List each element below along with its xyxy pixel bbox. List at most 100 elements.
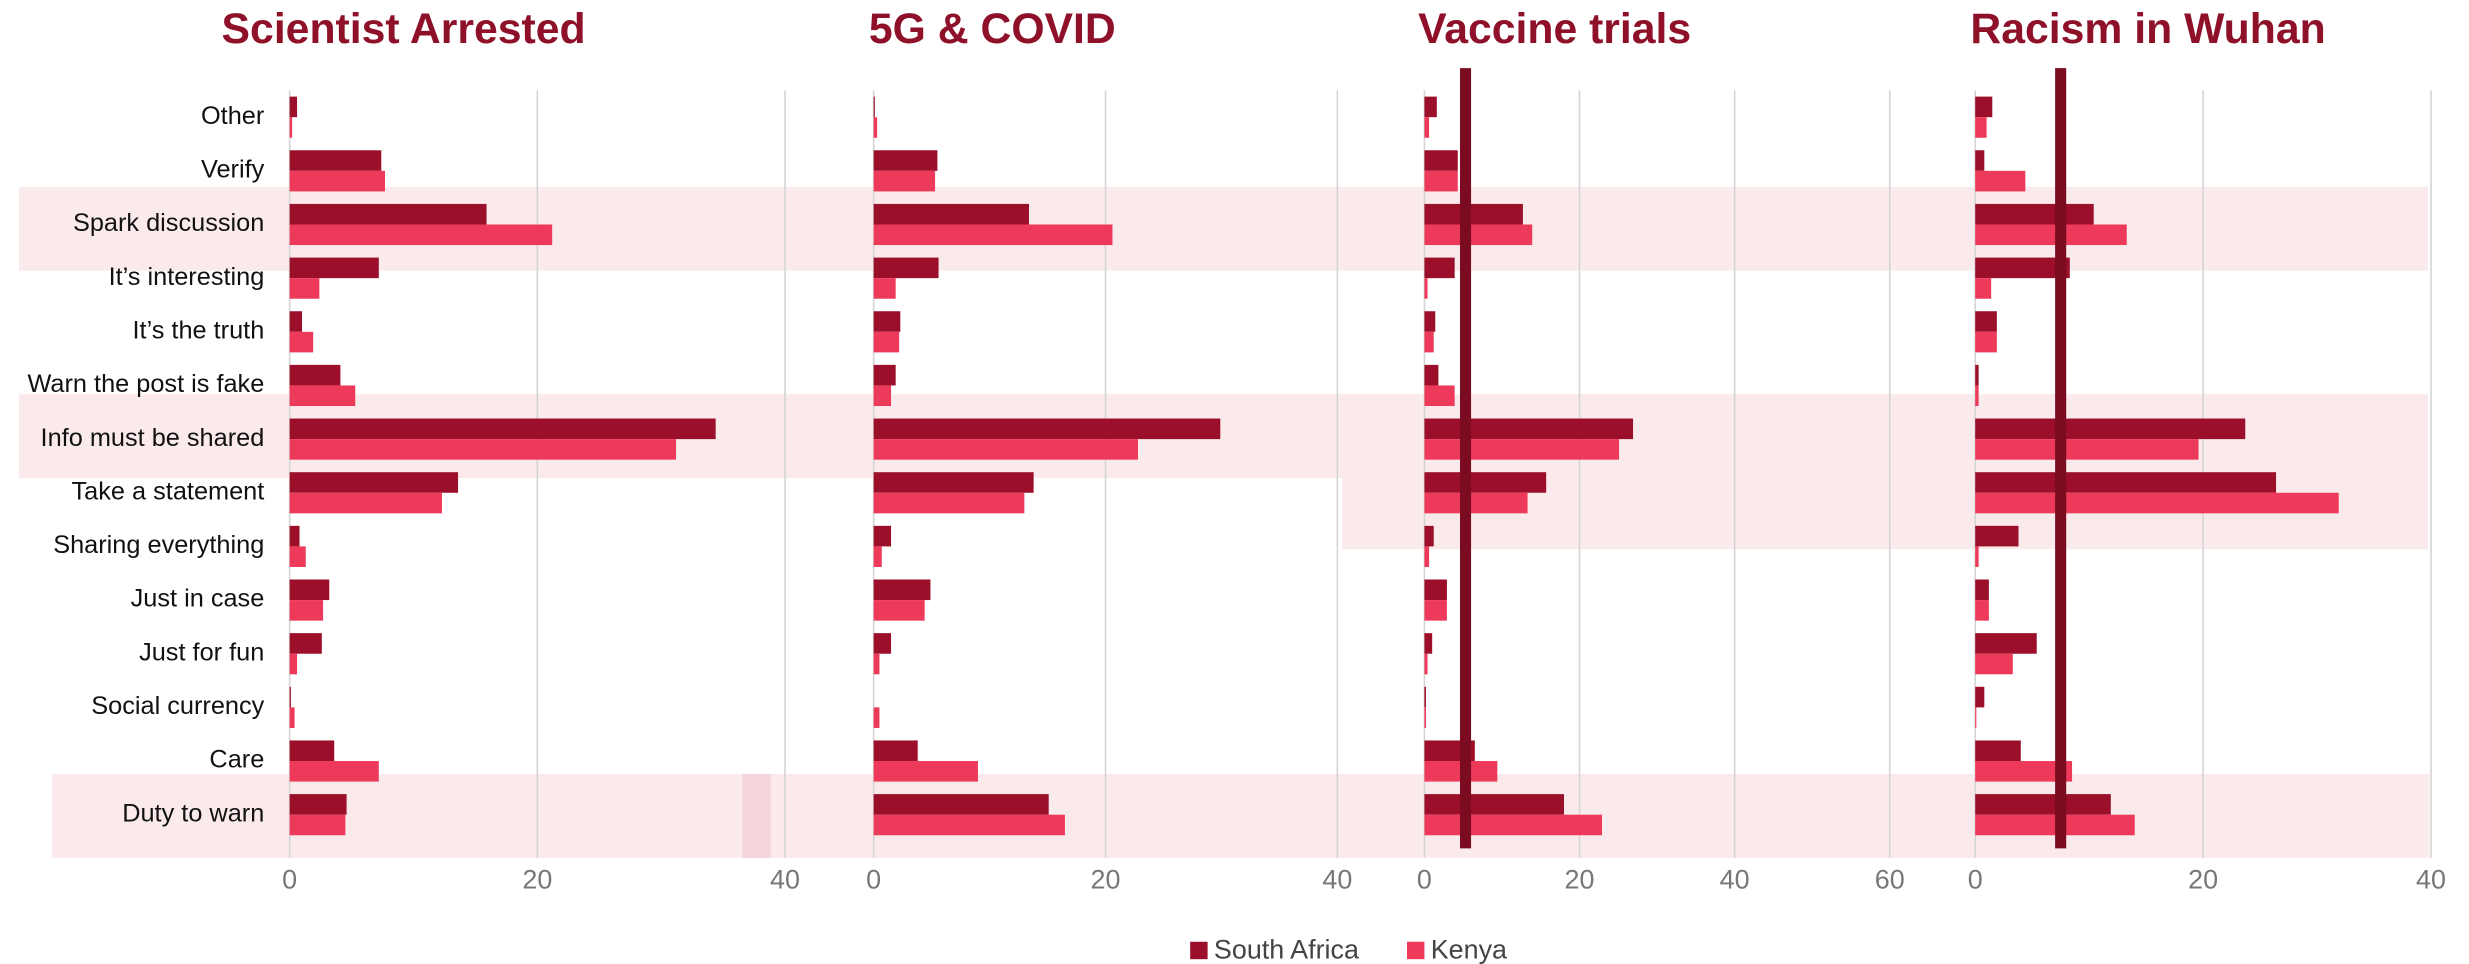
legend-label: South Africa [1214, 934, 1359, 964]
category-label: Duty to warn [122, 799, 264, 827]
bar [289, 257, 379, 279]
bar [1424, 385, 1455, 407]
bar [1975, 761, 2073, 782]
bar [289, 278, 320, 299]
x-tick-label: 0 [1417, 865, 1432, 895]
bar [1975, 525, 2019, 547]
bar [873, 633, 892, 654]
bar [873, 278, 896, 299]
x-tick-label: 60 [1875, 865, 1905, 895]
bar [289, 117, 293, 138]
bar [289, 525, 300, 547]
bar [1424, 96, 1437, 118]
bar [289, 761, 379, 782]
bar [1975, 224, 2127, 246]
bar [289, 492, 442, 514]
bar [873, 331, 900, 353]
bar [1424, 653, 1428, 675]
band [742, 774, 771, 858]
bar [1975, 96, 1993, 118]
bar [1975, 579, 1989, 601]
bar [289, 579, 330, 601]
bar [873, 546, 882, 567]
bar [1424, 364, 1439, 386]
bar [1975, 439, 2199, 460]
x-tick-label: 20 [2188, 865, 2218, 895]
bar [289, 600, 324, 621]
bar [873, 311, 901, 332]
bar [1975, 633, 2037, 654]
category-label: Just in case [131, 585, 265, 613]
bar [1424, 546, 1430, 567]
bar [289, 707, 295, 728]
category-label: Social currency [91, 692, 264, 720]
bar [289, 385, 356, 407]
x-tick-label: 20 [1091, 865, 1121, 895]
bar [289, 472, 459, 493]
x-tick-label: 40 [1322, 865, 1352, 895]
legend-label: Kenya [1431, 934, 1507, 964]
panel-title: Vaccine trials [1418, 5, 1691, 53]
bar [873, 579, 931, 601]
category-label: Other [201, 102, 265, 130]
bar [873, 439, 1138, 460]
bar [1975, 686, 1985, 708]
category-label: Warn the post is fake [27, 370, 264, 398]
bar [873, 653, 880, 675]
bar [1424, 794, 1565, 815]
bar [289, 686, 291, 708]
bar [873, 364, 896, 386]
bar [1424, 257, 1455, 279]
bar [1424, 633, 1433, 654]
category-label: Take a statement [72, 477, 265, 505]
bar [873, 117, 878, 138]
plot-area: Other Verify Spark discussion It’s interest… [27, 5, 2445, 895]
category-label: Verify [201, 156, 265, 184]
bar [289, 150, 382, 171]
bar [873, 814, 1065, 836]
bar [1975, 278, 1992, 299]
bar [1424, 814, 1603, 836]
bar [873, 492, 1025, 514]
bar [1975, 170, 2026, 192]
bar [1424, 439, 1620, 460]
x-tick-label: 40 [2416, 865, 2446, 895]
x-tick-label: 20 [522, 865, 552, 895]
bar [1424, 224, 1533, 246]
bar [289, 439, 677, 460]
bar [1975, 117, 1987, 138]
bar [1424, 311, 1436, 332]
bar [1975, 814, 2135, 836]
x-tick-label: 0 [1968, 865, 1983, 895]
bar [289, 364, 341, 386]
bar [289, 96, 298, 118]
category-label: It’s interesting [109, 263, 265, 291]
highlight-bands [18, 186, 2430, 858]
bar [1424, 278, 1428, 299]
x-tick-label: 40 [1720, 865, 1750, 895]
bar [1975, 600, 1989, 621]
bar [873, 224, 1113, 246]
bar [289, 203, 487, 225]
panel-title: 5G & COVID [869, 5, 1116, 53]
bar [873, 794, 1049, 815]
bar [289, 794, 347, 815]
bar [289, 311, 303, 332]
bar [1424, 472, 1547, 493]
bar [289, 740, 335, 762]
bar [1975, 472, 2277, 493]
bar [873, 707, 880, 728]
bar [1424, 492, 1528, 514]
bar [1975, 331, 1997, 353]
bar [873, 150, 938, 171]
panel-title: Racism in Wuhan [1970, 5, 2325, 53]
bar [1975, 150, 1985, 171]
legend-swatch [1190, 941, 1208, 960]
bar [873, 525, 892, 547]
bar [1975, 740, 2021, 762]
category-label: Just for fun [139, 638, 264, 666]
x-tick-label: 40 [770, 865, 800, 895]
category-label: It’s the truth [133, 316, 265, 344]
bar [873, 170, 936, 192]
category-label: Sharing everything [53, 531, 264, 559]
